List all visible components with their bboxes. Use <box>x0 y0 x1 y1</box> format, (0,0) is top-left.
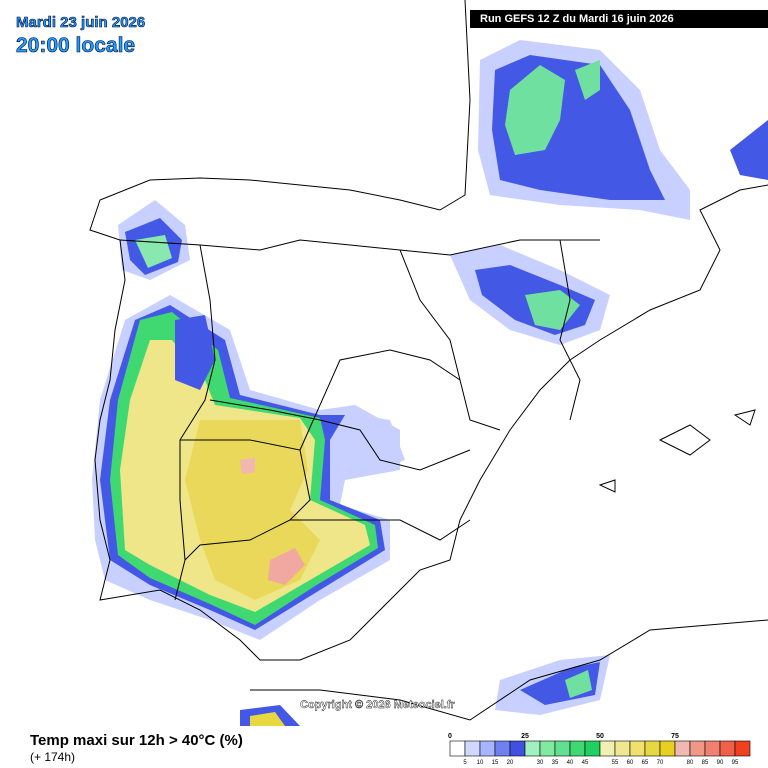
probability-areas <box>92 40 768 726</box>
lead-time: (+ 174h) <box>30 750 76 764</box>
borders <box>89 0 768 721</box>
valid-date: Mardi 23 juin 2026 <box>16 14 146 32</box>
valid-time: 20:00 locale <box>16 34 136 58</box>
copyright: Copyright © 2026 Meteociel.fr <box>300 699 455 711</box>
run-info: Run GEFS 12 Z du Mardi 16 juin 2026 <box>470 10 768 28</box>
field-title: Temp maxi sur 12h > 40°C (%) <box>30 732 243 749</box>
